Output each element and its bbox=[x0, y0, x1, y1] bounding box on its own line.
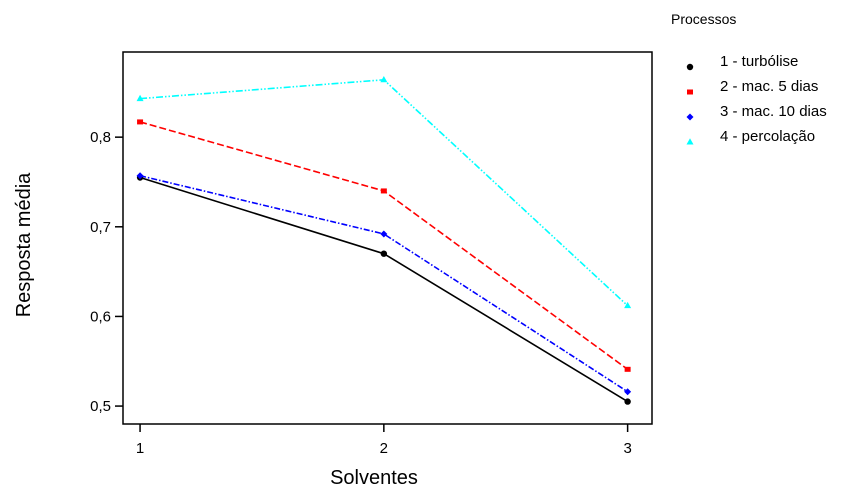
x-tick-label: 1 bbox=[136, 440, 144, 457]
series-group bbox=[136, 75, 632, 405]
legend-label: 3 - mac. 10 dias bbox=[720, 103, 827, 120]
series-2 bbox=[137, 119, 631, 372]
legend-item: 2 - mac. 5 dias bbox=[687, 78, 818, 95]
y-tick-label: 0,7 bbox=[90, 219, 111, 236]
data-point bbox=[137, 119, 144, 125]
legend-label: 2 - mac. 5 dias bbox=[720, 78, 818, 95]
legend-marker bbox=[686, 63, 694, 71]
legend-item: 1 - turbólise bbox=[686, 53, 798, 71]
legend-item: 3 - mac. 10 dias bbox=[686, 103, 827, 121]
data-point bbox=[624, 398, 631, 405]
series-1 bbox=[136, 174, 631, 405]
legend-marker bbox=[686, 138, 694, 145]
legend-title: Processos bbox=[671, 11, 736, 27]
data-point bbox=[136, 172, 144, 180]
data-point bbox=[380, 250, 388, 257]
legend-label: 1 - turbólise bbox=[720, 53, 798, 70]
plot-area: 0,5 0,6 0,7 0,8 1 2 3 bbox=[90, 51, 653, 457]
data-point bbox=[624, 301, 632, 309]
x-axis-title: Solventes bbox=[330, 467, 418, 488]
y-axis-title: Resposta média bbox=[13, 172, 35, 317]
x-tick-label: 3 bbox=[623, 440, 631, 457]
legend-item: 4 - percolação bbox=[686, 128, 815, 145]
legend-marker bbox=[686, 113, 694, 121]
series-line bbox=[139, 176, 629, 403]
series-line bbox=[139, 174, 629, 393]
data-point bbox=[624, 366, 631, 372]
y-tick-label: 0,5 bbox=[90, 398, 111, 415]
data-point bbox=[380, 75, 388, 83]
legend-marker bbox=[687, 89, 693, 95]
y-tick-label: 0,6 bbox=[90, 308, 111, 325]
data-point bbox=[136, 94, 144, 102]
y-tick-label: 0,8 bbox=[90, 129, 111, 146]
legend: Processos 1 - turbólise 2 - mac. 5 dias 3 -… bbox=[671, 11, 827, 145]
series-line bbox=[139, 121, 629, 370]
data-point bbox=[380, 230, 388, 238]
data-point bbox=[624, 388, 632, 396]
legend-label: 4 - percolação bbox=[720, 128, 815, 145]
data-point bbox=[380, 188, 387, 194]
series-4 bbox=[136, 75, 632, 309]
plot-frame bbox=[122, 51, 653, 425]
series-3 bbox=[136, 172, 632, 396]
x-tick-label: 2 bbox=[380, 440, 388, 457]
